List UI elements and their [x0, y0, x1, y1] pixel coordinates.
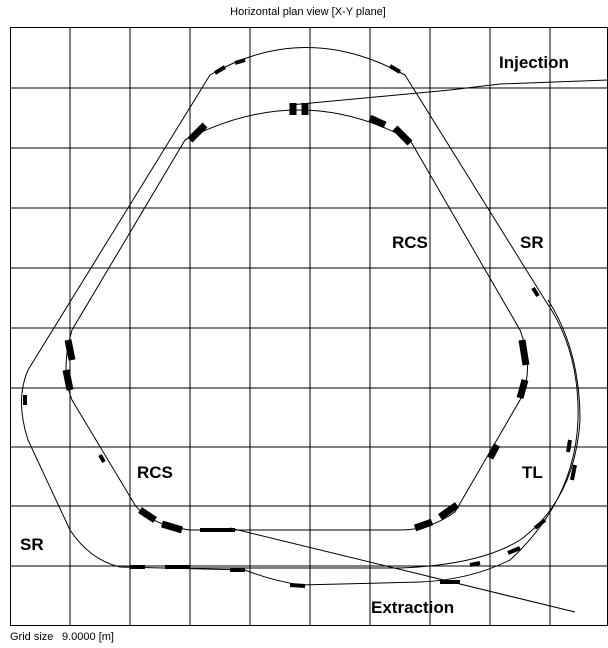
label: Injection [499, 53, 569, 72]
label: TL [522, 463, 543, 482]
grid-size-label: Grid size [10, 631, 53, 643]
grid-size-value: 9.0000 [m] [62, 631, 114, 643]
label: RCS [392, 233, 428, 252]
label: Extraction [371, 598, 454, 617]
rings [21, 47, 608, 613]
label: SR [20, 535, 44, 554]
grid [10, 27, 608, 626]
label: SR [520, 233, 544, 252]
title: Horizontal plan view [X-Y plane] [230, 6, 386, 18]
label: RCS [137, 463, 173, 482]
